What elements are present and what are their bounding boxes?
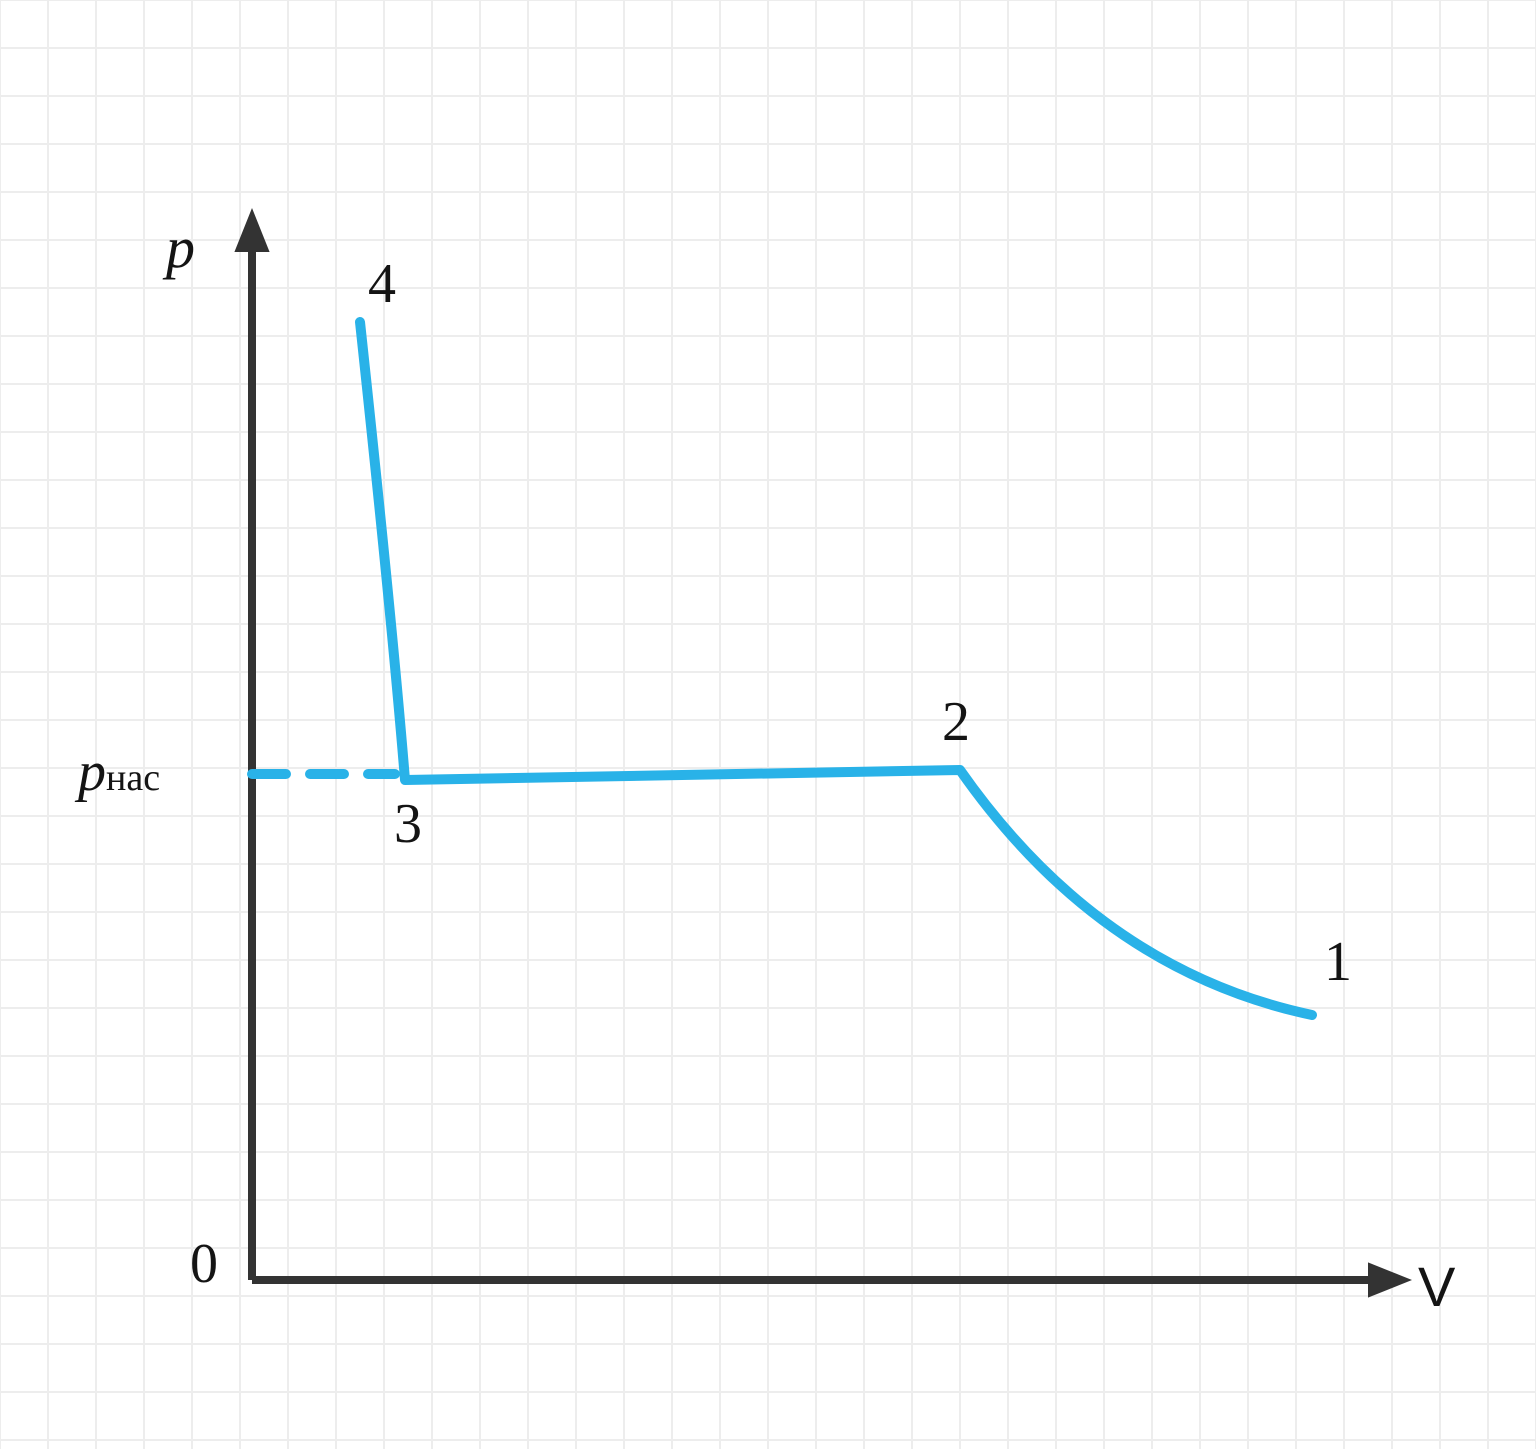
origin-label: 0	[190, 1232, 218, 1296]
pv-diagram: 0 p V pнас 1 2 3 4	[0, 0, 1536, 1449]
chart-svg	[0, 0, 1536, 1449]
point-label-2: 2	[942, 690, 970, 754]
x-axis-label: V	[1418, 1254, 1455, 1319]
point-label-3: 3	[394, 792, 422, 856]
y-axis-label: p	[166, 214, 195, 281]
y-tick-label-pnas: pнас	[78, 740, 160, 804]
point-label-4: 4	[368, 252, 396, 316]
point-label-1: 1	[1324, 930, 1352, 994]
